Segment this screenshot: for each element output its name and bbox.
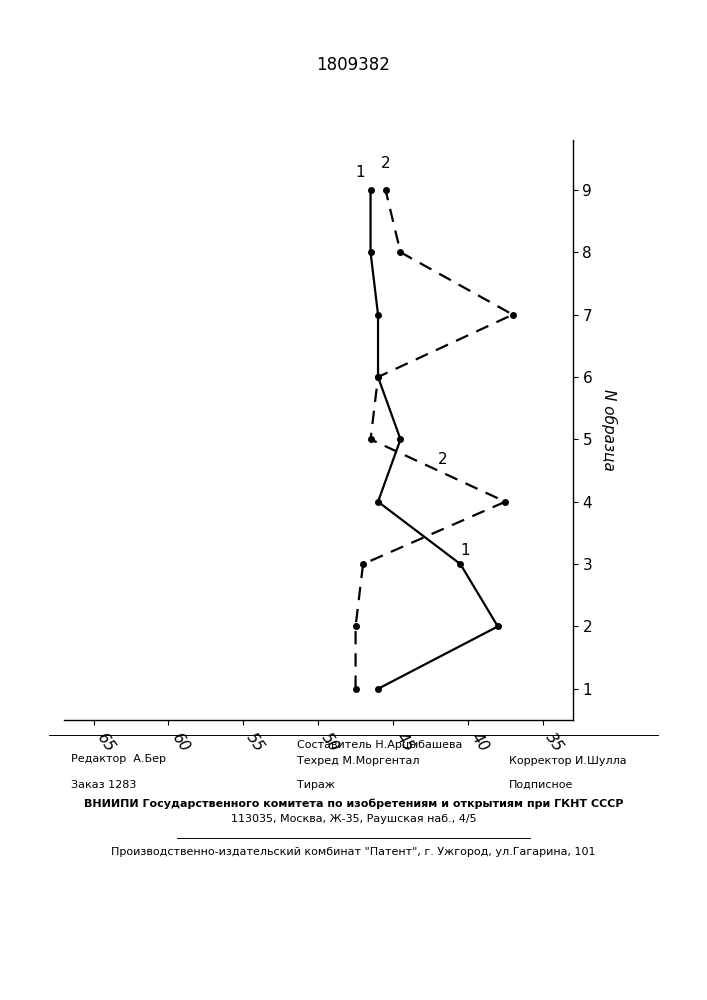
Text: 1: 1 — [460, 543, 470, 558]
Text: 2: 2 — [381, 156, 391, 171]
Text: Редактор  А.Бер: Редактор А.Бер — [71, 754, 165, 764]
Text: Составитель Н.Арцыбашева: Составитель Н.Арцыбашева — [297, 740, 462, 750]
Y-axis label: N образца: N образца — [601, 389, 617, 471]
Text: 113035, Москва, Ж-35, Раушская наб., 4/5: 113035, Москва, Ж-35, Раушская наб., 4/5 — [230, 814, 477, 824]
Text: Корректор И.Шулла: Корректор И.Шулла — [509, 756, 626, 766]
Text: Тираж: Тираж — [297, 780, 335, 790]
Text: Производственно-издательский комбинат "Патент", г. Ужгород, ул.Гагарина, 101: Производственно-издательский комбинат "П… — [111, 847, 596, 857]
Text: 1: 1 — [356, 165, 366, 180]
Text: ВНИИПИ Государственного комитета по изобретениям и открытиям при ГКНТ СССР: ВНИИПИ Государственного комитета по изоб… — [83, 798, 624, 809]
Text: Подписное: Подписное — [509, 780, 573, 790]
Text: Техред М.Моргентал: Техред М.Моргентал — [297, 756, 419, 766]
Text: Заказ 1283: Заказ 1283 — [71, 780, 136, 790]
Text: 1809382: 1809382 — [317, 56, 390, 74]
Text: 2: 2 — [438, 452, 448, 467]
